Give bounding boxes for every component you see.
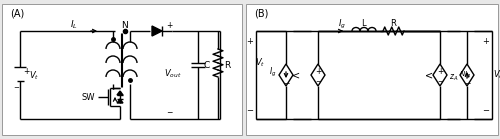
Text: $-$: $-$ xyxy=(482,105,490,114)
Polygon shape xyxy=(117,91,123,95)
Text: $I_g$: $I_g$ xyxy=(338,18,346,31)
Text: $-$: $-$ xyxy=(464,78,472,86)
Polygon shape xyxy=(460,64,474,86)
Text: $-$: $-$ xyxy=(166,106,174,116)
Text: $+$: $+$ xyxy=(315,66,323,76)
Text: $-$: $-$ xyxy=(316,77,322,83)
Text: $I_L$: $I_L$ xyxy=(70,19,78,31)
Text: $<$: $<$ xyxy=(424,70,434,80)
Text: $+$: $+$ xyxy=(23,66,31,76)
Text: $V_t$: $V_t$ xyxy=(29,70,39,82)
Polygon shape xyxy=(117,99,123,103)
Text: $<$: $<$ xyxy=(290,70,302,80)
Text: $+$: $+$ xyxy=(437,66,445,76)
Text: C: C xyxy=(204,60,210,70)
Text: $+$: $+$ xyxy=(166,20,174,30)
Text: $z_A$: $z_A$ xyxy=(450,73,458,83)
Polygon shape xyxy=(311,64,325,86)
Text: SW: SW xyxy=(81,92,95,101)
Text: $+$: $+$ xyxy=(246,36,254,46)
Text: R: R xyxy=(224,60,230,70)
Polygon shape xyxy=(152,26,162,36)
Text: $+$: $+$ xyxy=(482,36,490,46)
Text: $NI_g$: $NI_g$ xyxy=(459,69,471,81)
Text: $-$: $-$ xyxy=(438,77,444,83)
Text: R: R xyxy=(390,19,396,28)
Text: $V_{out}$: $V_{out}$ xyxy=(164,68,182,80)
Bar xyxy=(246,4,498,135)
Text: (B): (B) xyxy=(254,8,268,18)
Text: $-$: $-$ xyxy=(14,83,20,89)
Text: $-$: $-$ xyxy=(283,78,291,86)
Text: $V_t$: $V_t$ xyxy=(255,57,265,69)
Bar xyxy=(2,4,242,135)
Text: $V_{out}$: $V_{out}$ xyxy=(493,69,500,81)
Text: N: N xyxy=(122,22,128,30)
Polygon shape xyxy=(279,64,293,86)
Text: L: L xyxy=(360,19,366,28)
Text: (A): (A) xyxy=(10,8,24,18)
Text: $I_g$: $I_g$ xyxy=(270,65,276,79)
Polygon shape xyxy=(433,64,447,86)
Text: $-$: $-$ xyxy=(246,105,254,114)
